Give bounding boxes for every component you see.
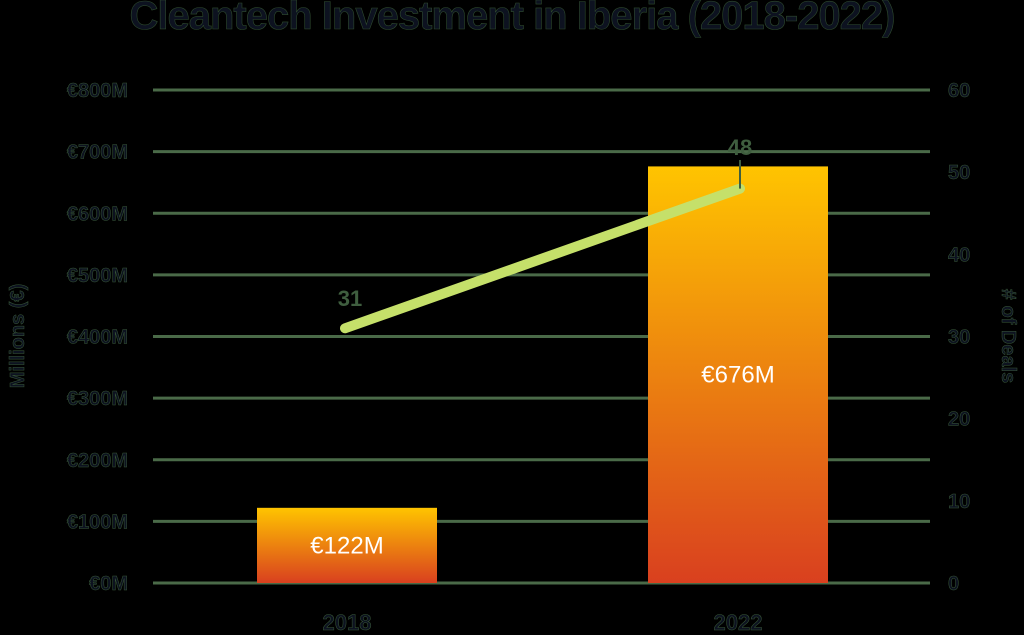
left-tick-label: €100M: [67, 511, 128, 533]
left-axis-title: Millions (€): [7, 284, 29, 388]
left-tick-label: €800M: [67, 80, 128, 102]
right-tick-label: 20: [948, 409, 970, 431]
deals-point-label: 31: [338, 286, 362, 311]
bar-2018: [257, 507, 437, 583]
x-category-label: 2018: [323, 610, 372, 635]
bar-value-label: €122M: [310, 532, 383, 559]
bar-series: €122M €676M: [257, 166, 828, 584]
right-tick-label: 50: [948, 162, 970, 184]
left-tick-label: €400M: [67, 327, 128, 349]
bar-value-label: €676M: [701, 362, 774, 389]
right-tick-label: 60: [948, 80, 970, 102]
x-category-label: 2022: [714, 610, 763, 635]
x-axis-categories: 2018 2022: [322, 610, 763, 635]
right-tick-label: 30: [948, 327, 970, 349]
right-tick-label: 0: [948, 573, 959, 595]
right-tick-label: 40: [948, 244, 970, 266]
left-tick-label: €200M: [67, 450, 128, 472]
left-axis-ticks: €0M €100M €200M €300M €400M €500M €600M €700M €8…: [67, 80, 129, 596]
left-tick-label: €600M: [67, 203, 128, 225]
left-tick-label: €500M: [67, 265, 128, 287]
left-tick-label: €0M: [89, 573, 128, 595]
left-tick-label: €300M: [67, 388, 128, 410]
bar-2022: [648, 166, 828, 584]
deals-point-label: 48: [728, 135, 752, 160]
deals-line: [340, 183, 745, 334]
chart-title: Cleantech Investment in Iberia (2018-202…: [129, 0, 896, 38]
right-axis-title: # of Deals: [997, 289, 1019, 383]
left-tick-label: €700M: [67, 142, 128, 164]
right-tick-label: 10: [948, 491, 970, 513]
right-axis-ticks: 0 10 20 30 40 50 60: [948, 80, 971, 596]
line-series: 31 48: [338, 135, 752, 334]
